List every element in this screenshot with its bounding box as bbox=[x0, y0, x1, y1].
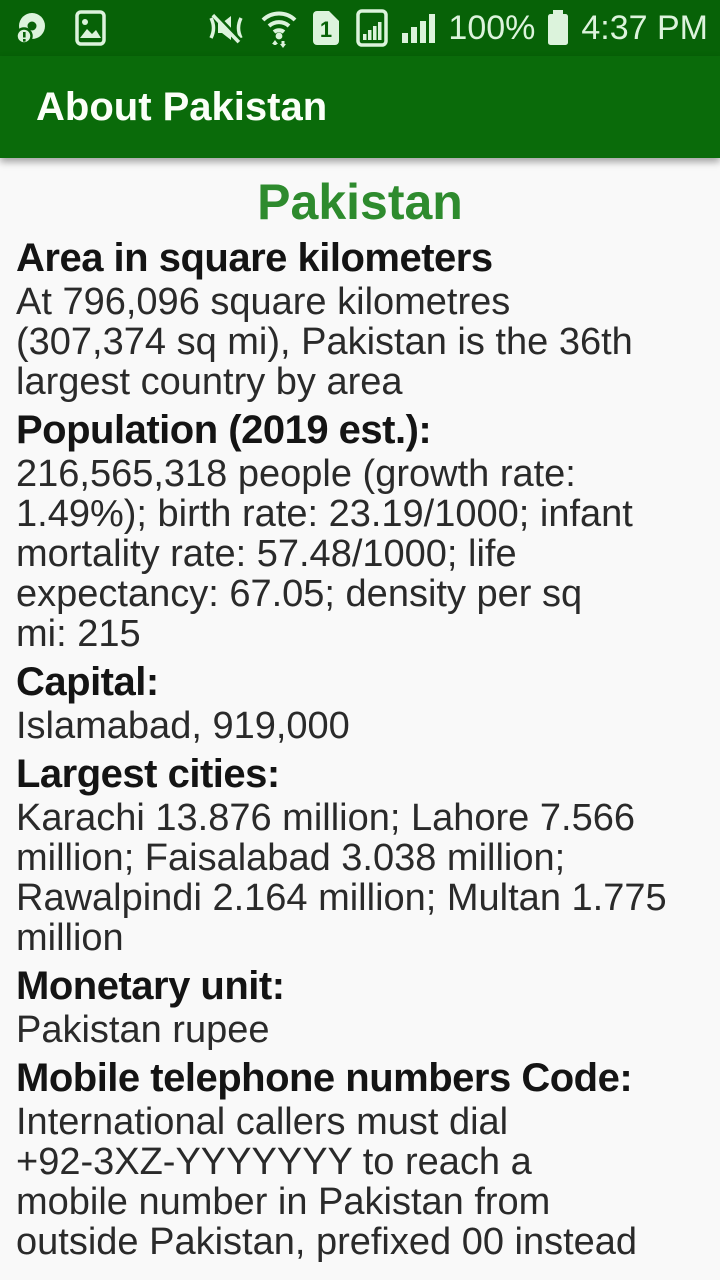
status-bar-right: 1 100% 4:37 PM bbox=[204, 7, 708, 49]
disc-notification-icon bbox=[15, 13, 45, 45]
app-bar-title: About Pakistan bbox=[36, 84, 328, 129]
page-title: Pakistan bbox=[257, 174, 463, 230]
section-heading-population: Population (2019 est.): bbox=[16, 408, 432, 452]
section-population: Population (2019 est.): 216,565,318 peop… bbox=[16, 408, 704, 654]
status-bar: 1 100% 4:37 PM bbox=[0, 0, 720, 56]
section-heading-capital: Capital: bbox=[16, 660, 159, 704]
section-monetary-unit: Monetary unit: Pakistan rupee bbox=[16, 964, 704, 1050]
section-body-monetary-unit: Pakistan rupee bbox=[16, 1009, 270, 1051]
section-largest-cities: Largest cities: Karachi 13.876 million; … bbox=[16, 752, 704, 958]
signal-strength-icon bbox=[402, 14, 436, 43]
section-capital: Capital: Islamabad, 919,000 bbox=[16, 660, 704, 746]
content-scroll-area[interactable]: Pakistan Area in square kilometers At 79… bbox=[0, 158, 720, 1280]
wifi-icon bbox=[262, 11, 297, 48]
section-mobile-code: Mobile telephone numbers Code: Internati… bbox=[16, 1056, 704, 1262]
section-body-area: At 796,096 square kilometres (307,374 sq… bbox=[16, 281, 633, 403]
section-area: Area in square kilometers At 796,096 squ… bbox=[16, 236, 704, 402]
section-heading-area: Area in square kilometers bbox=[16, 236, 493, 280]
battery-percent-label: 100% bbox=[448, 8, 536, 47]
svg-text:1: 1 bbox=[320, 17, 332, 42]
battery-icon bbox=[548, 10, 569, 45]
section-body-population: 216,565,318 people (growth rate: 1.49%);… bbox=[16, 453, 633, 655]
app-bar: About Pakistan bbox=[0, 56, 720, 158]
clock-label: 4:37 PM bbox=[581, 8, 708, 47]
section-heading-largest-cities: Largest cities: bbox=[16, 752, 280, 796]
signal-box-icon bbox=[356, 9, 389, 47]
section-body-largest-cities: Karachi 13.876 million; Lahore 7.566 mil… bbox=[16, 797, 667, 959]
section-body-capital: Islamabad, 919,000 bbox=[16, 705, 350, 747]
section-heading-mobile-code: Mobile telephone numbers Code: bbox=[16, 1056, 633, 1100]
gallery-icon bbox=[75, 10, 106, 46]
status-bar-left bbox=[12, 8, 110, 48]
section-body-mobile-code: International callers must dial +92-3XZ-… bbox=[16, 1101, 638, 1263]
vibrate-mute-icon bbox=[209, 12, 243, 44]
section-heading-monetary-unit: Monetary unit: bbox=[16, 964, 285, 1008]
sim-card-icon: 1 bbox=[313, 11, 340, 45]
